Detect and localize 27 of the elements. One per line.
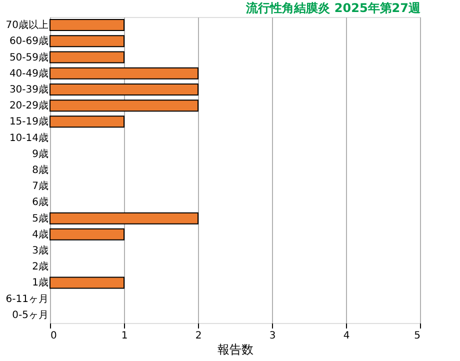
y-tick-label: 6歳 <box>32 196 48 208</box>
y-tick-label: 2歳 <box>32 260 48 273</box>
y-tick-label: 20-29歳 <box>9 100 48 112</box>
y-tick-label: 9歳 <box>32 148 48 160</box>
y-tick-label: 10-14歳 <box>9 132 48 144</box>
y-tick-label: 4歳 <box>32 228 48 240</box>
y-tick-label: 70歳以上 <box>6 19 48 32</box>
chart-title: 流行性角結膜炎 2025年第27週 <box>245 1 422 15</box>
x-tick-label: 0 <box>50 330 57 342</box>
y-tick-label: 1歳 <box>32 276 48 289</box>
y-tick-label: 30-39歳 <box>9 83 48 96</box>
y-tick-label: 0-5ヶ月 <box>12 310 48 321</box>
y-tick-label: 7歳 <box>32 180 48 192</box>
y-tick-label: 3歳 <box>32 244 48 257</box>
y-tick-label: 50-59歳 <box>9 51 48 64</box>
x-tick-label: 1 <box>121 330 128 342</box>
x-tick-label: 3 <box>269 330 276 342</box>
x-axis-title: 報告数 <box>218 342 254 356</box>
x-tick-label: 5 <box>414 330 420 342</box>
x-tick-label: 4 <box>343 330 350 342</box>
y-tick-label: 8歳 <box>32 164 48 176</box>
y-tick-label: 60-69歳 <box>9 35 48 48</box>
y-tick-label: 5歳 <box>32 212 48 224</box>
x-tick-label: 2 <box>195 330 202 342</box>
y-tick-label: 40-49歳 <box>9 67 48 80</box>
y-tick-label: 15-19歳 <box>9 116 48 128</box>
y-tick-label: 6-11ヶ月 <box>6 294 48 305</box>
